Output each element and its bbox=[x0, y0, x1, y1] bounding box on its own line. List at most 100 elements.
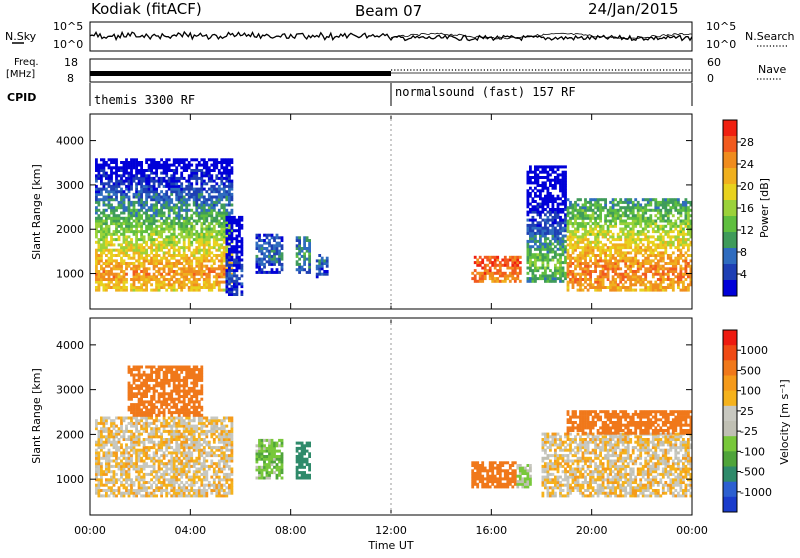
range-cell bbox=[602, 283, 605, 286]
range-cell bbox=[110, 166, 113, 169]
range-cell bbox=[534, 168, 537, 171]
range-cell bbox=[624, 222, 627, 225]
range-cell bbox=[155, 283, 158, 286]
range-cell bbox=[145, 243, 148, 246]
range-cell bbox=[158, 283, 161, 286]
range-cell bbox=[140, 172, 143, 175]
range-cell bbox=[529, 248, 532, 251]
range-cell bbox=[599, 217, 602, 220]
range-cell bbox=[223, 188, 226, 191]
range-cell bbox=[165, 180, 168, 183]
noise-tick-left-top: 10^5 bbox=[53, 20, 83, 33]
range-cell bbox=[609, 209, 612, 212]
range-cell bbox=[532, 219, 535, 222]
range-cell bbox=[266, 255, 269, 258]
range-cell bbox=[674, 238, 677, 241]
range-cell bbox=[584, 228, 587, 231]
range-cell bbox=[547, 221, 550, 224]
range-cell bbox=[639, 238, 642, 241]
range-cell bbox=[143, 262, 146, 265]
range-cell bbox=[519, 269, 522, 272]
range-cell bbox=[108, 262, 111, 265]
range-cell bbox=[138, 172, 141, 175]
range-cell bbox=[143, 169, 146, 172]
range-cell bbox=[168, 468, 171, 471]
range-cell bbox=[153, 427, 156, 430]
range-cell bbox=[208, 172, 211, 175]
range-cell bbox=[607, 238, 610, 241]
range-cell bbox=[562, 200, 565, 203]
range-cell bbox=[659, 225, 662, 228]
range-cell bbox=[604, 201, 607, 204]
range-cell bbox=[233, 288, 236, 291]
range-cell bbox=[153, 468, 156, 471]
range-cell bbox=[542, 232, 545, 235]
range-cell bbox=[178, 220, 181, 223]
range-cell bbox=[168, 460, 171, 463]
range-cell bbox=[223, 166, 226, 169]
range-cell bbox=[278, 244, 281, 247]
range-cell bbox=[158, 470, 161, 473]
range-cell bbox=[138, 273, 141, 276]
range-cell bbox=[231, 209, 234, 212]
range-cell bbox=[123, 251, 126, 254]
range-cell bbox=[268, 271, 271, 274]
range-cell bbox=[138, 481, 141, 484]
range-cell bbox=[552, 171, 555, 174]
range-cell bbox=[592, 217, 595, 220]
range-cell bbox=[584, 281, 587, 284]
range-cell bbox=[165, 443, 168, 446]
range-cell bbox=[143, 478, 146, 481]
range-cell bbox=[120, 193, 123, 196]
range-cell bbox=[225, 164, 228, 167]
range-cell bbox=[208, 241, 211, 244]
range-cell bbox=[208, 214, 211, 217]
range-cell bbox=[509, 280, 512, 283]
range-cell bbox=[168, 417, 171, 420]
range-cell bbox=[123, 417, 126, 420]
range-cell bbox=[662, 289, 665, 292]
range-cell bbox=[183, 235, 186, 238]
range-cell bbox=[271, 236, 274, 239]
range-cell bbox=[180, 214, 183, 217]
range-cell bbox=[228, 235, 231, 238]
range-cell bbox=[511, 272, 514, 275]
range-cell bbox=[115, 161, 118, 164]
range-cell bbox=[115, 430, 118, 433]
range-cell bbox=[160, 441, 163, 444]
range-cell bbox=[268, 255, 271, 258]
range-cell bbox=[496, 269, 499, 272]
range-cell bbox=[557, 181, 560, 184]
range-cell bbox=[128, 235, 131, 238]
range-cell bbox=[506, 259, 509, 262]
range-cell bbox=[175, 454, 178, 457]
range-cell bbox=[183, 286, 186, 289]
range-cell bbox=[213, 283, 216, 286]
range-cell bbox=[115, 473, 118, 476]
range-cell bbox=[135, 220, 138, 223]
range-cell bbox=[180, 198, 183, 201]
range-cell bbox=[135, 492, 138, 495]
range-cell bbox=[195, 193, 198, 196]
range-cell bbox=[682, 289, 685, 292]
range-cell bbox=[241, 237, 244, 240]
range-cell bbox=[241, 282, 244, 285]
range-cell bbox=[231, 216, 234, 219]
range-cell bbox=[634, 281, 637, 284]
range-cell bbox=[604, 204, 607, 207]
range-cell bbox=[170, 257, 173, 260]
range-cell bbox=[577, 265, 580, 268]
range-cell bbox=[652, 265, 655, 268]
range-cell bbox=[326, 265, 329, 268]
range-cell bbox=[148, 190, 151, 193]
range-cell bbox=[118, 286, 121, 289]
range-cell bbox=[649, 249, 652, 252]
range-cell bbox=[195, 174, 198, 177]
range-cell bbox=[168, 204, 171, 207]
range-cell bbox=[193, 158, 196, 161]
range-cell bbox=[195, 262, 198, 265]
range-cell bbox=[105, 222, 108, 225]
range-cell bbox=[200, 254, 203, 257]
range-cell bbox=[223, 206, 226, 209]
range-cell bbox=[113, 451, 116, 454]
